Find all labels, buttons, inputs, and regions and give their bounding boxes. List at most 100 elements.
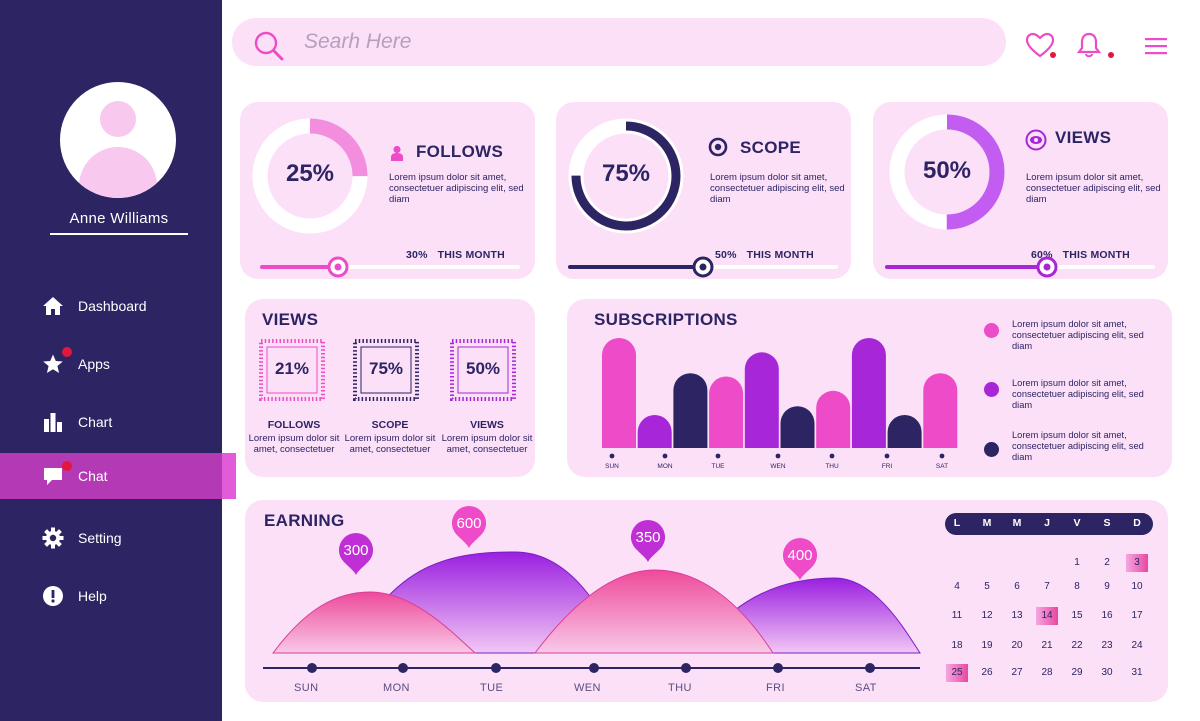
calendar-day[interactable]: 4	[954, 581, 960, 592]
stat-desc-follows: Lorem ipsum dolor sit amet, consectetuer…	[389, 172, 524, 205]
calendar-day[interactable]: 17	[1131, 610, 1143, 621]
legend-dot-1	[984, 323, 999, 338]
heart-icon[interactable]	[1025, 32, 1059, 60]
stat-desc-views: Lorem ipsum dolor sit amet, consectetuer…	[1026, 172, 1161, 205]
calendar-day[interactable]: 1	[1074, 557, 1080, 568]
nav-item-setting[interactable]: Setting	[0, 515, 222, 561]
calendar-day[interactable]: 25	[946, 664, 968, 682]
callout-300[interactable]: 300	[339, 533, 373, 575]
earning-wave-wen	[533, 569, 774, 654]
callout-400[interactable]: 400	[783, 538, 817, 580]
earning-day-thu: THU	[668, 682, 692, 694]
stat-desc-scope: Lorem ipsum dolor sit amet, consectetuer…	[710, 172, 845, 205]
nav-label-chat: Chat	[78, 468, 108, 484]
gear-icon	[42, 527, 64, 549]
calendar-day[interactable]: 2	[1104, 557, 1110, 568]
search-icon[interactable]	[252, 29, 286, 63]
calendar-day[interactable]: 30	[1101, 667, 1113, 678]
views-box-follows: 21%	[259, 339, 325, 401]
slider-views[interactable]	[881, 255, 1161, 279]
callout-350[interactable]: 350	[631, 520, 665, 562]
month-scope: 50% THIS MONTH	[715, 249, 814, 261]
bar-label-sun: SUN	[605, 463, 619, 470]
calendar-day[interactable]: 28	[1041, 667, 1053, 678]
nav-label-help: Help	[78, 588, 107, 604]
calendar-weekday: M	[982, 517, 992, 529]
calendar-day[interactable]: 10	[1131, 581, 1143, 592]
stat-card-scope: 75% SCOPE Lorem ipsum dolor sit amet, co…	[556, 102, 851, 279]
calendar-day[interactable]: 24	[1131, 640, 1143, 651]
avatar[interactable]	[60, 82, 176, 198]
month-label-scope: THIS MONTH	[746, 249, 814, 261]
legend-text-3: Lorem ipsum dolor sit amet, consectetuer…	[1012, 430, 1144, 462]
nav-item-chart[interactable]: Chart	[0, 399, 222, 445]
bar-mon-1	[637, 415, 672, 448]
avatar-head	[100, 101, 136, 137]
views-label-follows: FOLLOWS	[267, 419, 321, 431]
calendar-day[interactable]: 29	[1071, 667, 1083, 678]
calendar-day[interactable]: 3	[1126, 554, 1148, 572]
month-label-views: THIS MONTH	[1062, 249, 1130, 261]
calendar-day[interactable]: 16	[1101, 610, 1113, 621]
calendar-day[interactable]: 19	[981, 640, 993, 651]
bar-axis-dot-mon	[662, 453, 668, 459]
info-icon	[43, 586, 63, 606]
calendar-day[interactable]: 31	[1131, 667, 1143, 678]
bar-sun-0	[602, 338, 636, 448]
earning-day-sun: SUN	[294, 682, 319, 694]
eye-icon	[1025, 129, 1047, 151]
stat-card-follows: 25% FOLLOWS Lorem ipsum dolor sit amet, …	[240, 102, 535, 279]
callout-600[interactable]: 600	[452, 506, 486, 548]
nav-item-chat[interactable]: Chat	[0, 453, 236, 499]
sidebar: Anne Williams Dashboard Apps Chart Chat …	[0, 0, 236, 721]
calendar-day[interactable]: 20	[1011, 640, 1023, 651]
callout-label-400: 400	[787, 547, 812, 564]
calendar-day[interactable]: 15	[1071, 610, 1083, 621]
calendar-day[interactable]: 22	[1071, 640, 1083, 651]
slider-follows[interactable]	[256, 255, 526, 279]
calendar-day[interactable]: 13	[1011, 610, 1023, 621]
donut-views	[889, 114, 1005, 230]
slider-fill-follows	[260, 265, 338, 269]
calendar-day[interactable]: 26	[981, 667, 993, 678]
calendar-weekday: L	[953, 517, 961, 529]
nav-item-help[interactable]: Help	[0, 573, 222, 619]
slider-knob-scope[interactable]	[692, 256, 714, 278]
slider-knob-follows[interactable]	[327, 256, 349, 278]
calendar-day[interactable]: 8	[1074, 581, 1080, 592]
slider-fill-scope	[568, 265, 703, 269]
menu-icon[interactable]	[1144, 37, 1168, 55]
user-name: Anne Williams	[69, 210, 169, 227]
nav-item-dashboard[interactable]: Dashboard	[0, 283, 222, 329]
calendar-day[interactable]: 11	[951, 610, 963, 621]
subscriptions-title: SUBSCRIPTIONS	[594, 310, 738, 329]
bar-axis-dot-sat	[939, 453, 945, 459]
calendar-day[interactable]: 12	[981, 610, 993, 621]
bar-axis-dot-fri	[884, 453, 890, 459]
slider-fill-views	[885, 265, 1047, 269]
calendar-day[interactable]: 21	[1041, 640, 1053, 651]
calendar-weekday: J	[1044, 517, 1050, 529]
donut-arc-views	[889, 114, 1005, 230]
search-input[interactable]	[304, 27, 904, 57]
stat-pct-views: 50%	[922, 157, 972, 184]
calendar-day[interactable]: 5	[984, 581, 990, 592]
bar-label-tue: TUE	[712, 463, 726, 470]
slider-knob-views[interactable]	[1036, 256, 1058, 278]
calendar-day[interactable]: 27	[1011, 667, 1023, 678]
slider-scope[interactable]	[564, 255, 844, 279]
calendar-day[interactable]: 23	[1101, 640, 1113, 651]
donut-arc-scope	[571, 121, 681, 231]
bar-axis-dot-wen	[775, 453, 781, 459]
nav-item-apps[interactable]: Apps	[0, 341, 222, 387]
calendar-weekday: D	[1133, 517, 1141, 529]
calendar-day[interactable]: 14	[1036, 607, 1058, 625]
bar-sat-9	[923, 373, 958, 448]
calendar-day[interactable]: 18	[951, 640, 963, 651]
views-pct-scope: 75%	[368, 359, 404, 378]
calendar-day[interactable]: 6	[1014, 581, 1020, 592]
calendar-weekday: V	[1073, 517, 1081, 529]
calendar-day[interactable]: 9	[1104, 581, 1110, 592]
calendar-day[interactable]: 7	[1044, 581, 1050, 592]
bell-icon[interactable]	[1076, 31, 1118, 61]
